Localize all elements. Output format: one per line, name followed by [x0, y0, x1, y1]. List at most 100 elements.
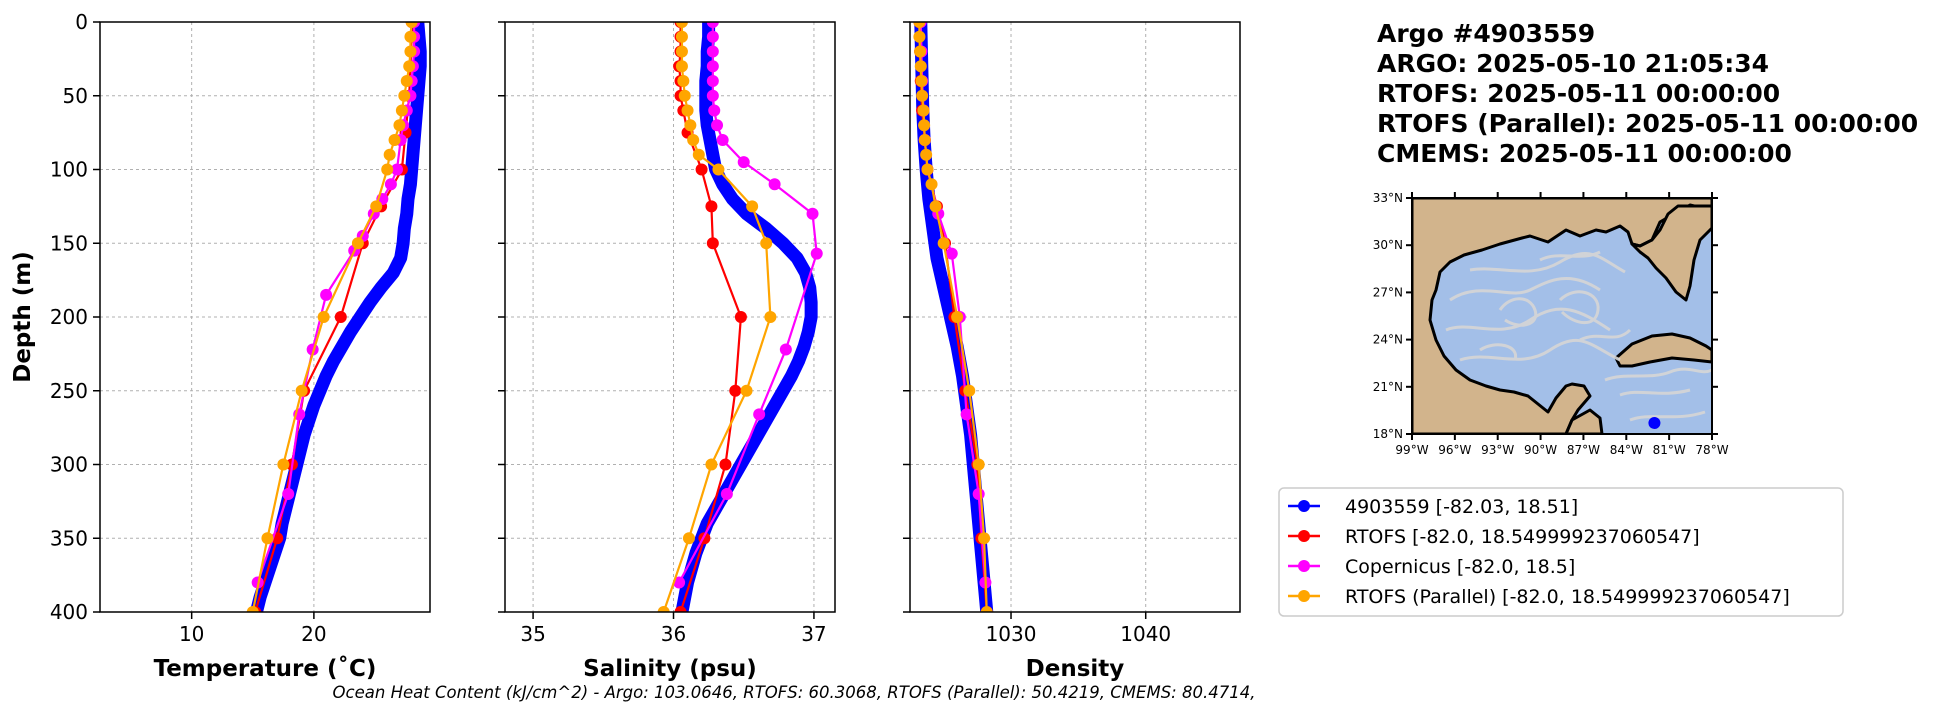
data-point: [398, 89, 411, 102]
data-point: [678, 89, 691, 102]
y-tick-label: 50: [63, 84, 88, 108]
data-point: [675, 45, 688, 58]
info-cmems-time: CMEMS: 2025-05-11 00:00:00: [1377, 139, 1792, 168]
data-point: [779, 343, 792, 356]
y-tick-label: 100: [50, 158, 88, 182]
data-point: [388, 134, 401, 146]
data-point: [677, 75, 690, 87]
data-point: [684, 119, 697, 132]
data-point: [404, 30, 417, 43]
map-lat-label: 27°N: [1373, 285, 1403, 299]
map-lon-label: 90°W: [1524, 443, 1557, 457]
y-tick-label: 250: [50, 379, 88, 403]
data-point: [918, 119, 931, 132]
data-point: [320, 288, 333, 301]
ocean-heat-content-footer: Ocean Heat Content (kJ/cm^2) - Argo: 103…: [333, 683, 1256, 702]
data-point: [705, 458, 718, 471]
land-cuba: [1614, 332, 1712, 368]
legend-label: RTOFS [-82.0, 18.549999237060547]: [1345, 526, 1700, 548]
panel-grid: [505, 21, 835, 613]
map-lat-label: 21°N: [1373, 380, 1403, 394]
data-point: [806, 207, 819, 220]
data-point: [295, 384, 308, 397]
map-lat-label: 18°N: [1373, 427, 1403, 441]
data-point: [711, 119, 724, 132]
data-point: [960, 408, 973, 421]
data-point: [929, 200, 942, 213]
argo-float-marker: [1648, 416, 1661, 429]
legend-label: RTOFS (Parallel) [-82.0, 18.549999237060…: [1345, 586, 1790, 608]
data-point: [737, 156, 750, 169]
data-point: [687, 134, 700, 146]
y-tick-label: 400: [50, 600, 88, 624]
data-point: [768, 178, 781, 191]
y-tick-label: 350: [50, 526, 88, 550]
x-tick-label: 1040: [1120, 622, 1171, 646]
data-point: [675, 30, 688, 43]
data-point: [921, 163, 934, 176]
y-tick-label: 0: [75, 10, 88, 34]
legend-entry: 4903559 [-82.03, 18.51]: [1288, 496, 1578, 518]
panel-salinity: 35 36 37 Salinity (psu): [498, 21, 836, 682]
legend-swatch-marker: [1298, 530, 1310, 542]
x-axis-label: Density: [1026, 656, 1125, 682]
legend-swatch-marker: [1298, 590, 1310, 602]
data-point: [381, 163, 394, 176]
x-tick-label: 35: [520, 622, 545, 646]
data-point: [246, 606, 259, 612]
data-point: [720, 488, 733, 500]
map-lon-label: 96°W: [1438, 443, 1471, 457]
data-point: [681, 104, 694, 117]
map-land: [1412, 198, 1712, 434]
panel-series-layer: [913, 22, 994, 612]
data-point: [740, 384, 753, 397]
data-point: [404, 45, 417, 58]
data-point: [391, 163, 403, 176]
data-point: [913, 30, 926, 43]
data-point: [384, 178, 397, 191]
x-tick-label: 1030: [986, 622, 1037, 646]
panel-axes: 35 36 37: [498, 21, 836, 646]
data-point: [753, 408, 766, 421]
data-point: [370, 200, 383, 213]
data-point: [395, 104, 408, 117]
series-line-argo: [675, 22, 818, 612]
data-point: [706, 89, 719, 102]
legend-label: 4903559 [-82.03, 18.51]: [1345, 496, 1578, 518]
data-point: [972, 488, 985, 500]
data-point: [914, 60, 927, 73]
data-point: [657, 606, 670, 612]
data-point: [810, 247, 823, 260]
legend-frame: [1278, 487, 1844, 617]
data-point: [692, 148, 705, 161]
data-point: [675, 22, 688, 28]
map-lon-label: 99°W: [1395, 443, 1428, 457]
data-point: [920, 148, 933, 161]
y-tick-label: 150: [50, 231, 88, 255]
panel-series-layer: [657, 22, 823, 612]
panel-axes: 0 50 100 150 200 250 300 350 400 10 20: [50, 10, 431, 646]
data-point: [937, 237, 950, 250]
legend-entry: Copernicus [-82.0, 18.5]: [1288, 556, 1575, 578]
data-point: [764, 311, 777, 323]
data-point: [918, 134, 931, 146]
map-ticks: 33°N 30°N 27°N 24°N 21°N 18°N 99°W 96°W 93°W 90°W…: [1373, 191, 1729, 457]
data-point: [712, 163, 725, 176]
series-line-argo: [249, 22, 427, 612]
x-tick-label: 20: [301, 622, 326, 646]
map-lat-label: 33°N: [1373, 191, 1403, 205]
map-lat-label: 24°N: [1373, 333, 1403, 347]
map-currents: [1445, 250, 1712, 422]
data-point: [760, 237, 773, 250]
data-point: [706, 45, 719, 58]
map-frame: [1411, 197, 1713, 435]
data-point: [674, 606, 687, 612]
info-title: Argo #4903559: [1377, 19, 1595, 48]
data-point: [916, 89, 929, 102]
data-point: [706, 237, 719, 250]
data-point: [706, 75, 719, 87]
data-point: [980, 606, 993, 612]
data-point: [951, 311, 964, 323]
map-lon-label: 78°W: [1695, 443, 1728, 457]
info-rtofs-time: RTOFS: 2025-05-11 00:00:00: [1377, 79, 1780, 108]
